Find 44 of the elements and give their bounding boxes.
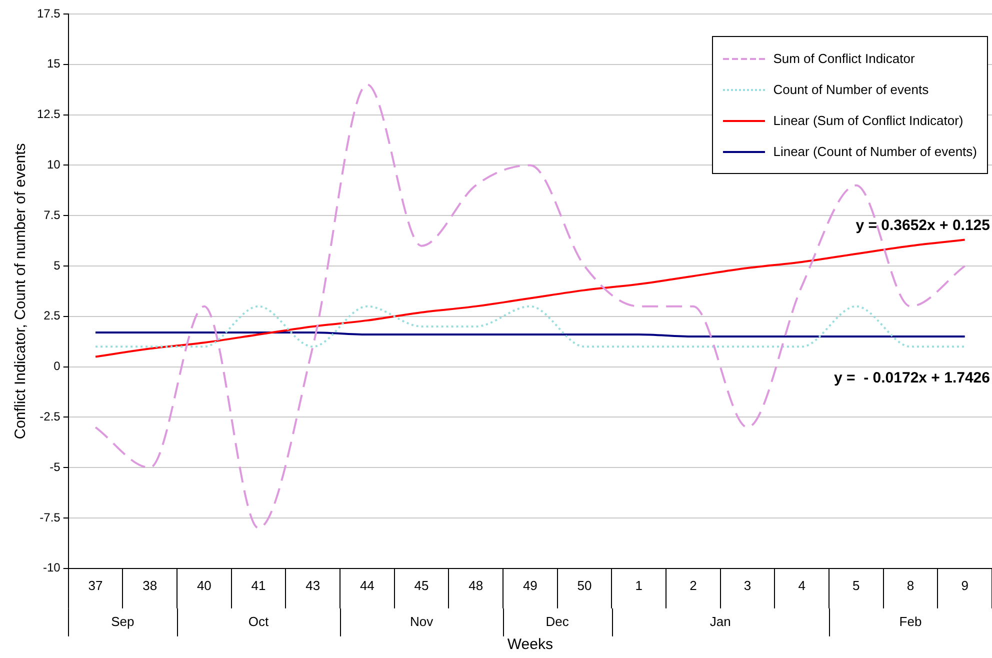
x-tick-label: 37 — [88, 578, 103, 593]
y-tick-label: -10 — [43, 560, 61, 575]
y-tick-label: 12.5 — [36, 107, 61, 122]
line-series — [94, 238, 966, 358]
x-tick-label: 38 — [142, 578, 158, 593]
x-tick-label: 44 — [360, 578, 374, 593]
y-tick-label: -2.5 — [40, 410, 61, 424]
x-tick-label: 9 — [961, 578, 968, 593]
y-tick-label: 7.5 — [44, 208, 61, 222]
text: Feb — [899, 614, 922, 629]
x-tick-label: 41 — [251, 578, 266, 593]
text: Nov — [410, 614, 434, 629]
text: Sep — [111, 614, 134, 629]
x-tick-label: 48 — [468, 578, 484, 593]
x-tick-label: 50 — [577, 578, 592, 593]
x-tick-label: 5 — [852, 578, 860, 593]
annotation: y = 0.3652x + 0.125 — [856, 216, 990, 234]
x-tick-label: 40 — [196, 578, 212, 593]
x-tick-label: 49 — [522, 578, 538, 593]
y-tick-label: 17.5 — [36, 6, 61, 20]
y-axis-title: Conflict Indicator, Count of number of events — [12, 143, 30, 440]
y-tick-label: 15 — [46, 56, 61, 71]
x-tick-label: 3 — [744, 578, 752, 593]
y-tick-label: 10 — [46, 158, 61, 172]
x-tick-label: 43 — [306, 578, 320, 593]
y-tick-label: -5 — [50, 460, 61, 474]
annotation: y = - 0.0172x + 1.7426 — [834, 370, 990, 387]
x-tick-label: 45 — [414, 578, 429, 593]
legend-label: Linear (Count of Number of events) — [773, 144, 977, 159]
y-tick-label: 2.5 — [44, 308, 61, 323]
legend-label: Linear (Sum of Conflict Indicator) — [773, 113, 964, 128]
x-tick-label: 2 — [690, 578, 697, 593]
x-axis-title: Weeks — [507, 636, 553, 654]
legend-label: Count of Number of events — [773, 82, 929, 97]
x-tick-label: 4 — [798, 578, 806, 593]
x-tick-label: 8 — [906, 578, 914, 593]
text: Dec — [546, 614, 570, 629]
y-tick-label: -7.5 — [40, 510, 61, 524]
legend-label: Sum of Conflict Indicator — [773, 51, 915, 66]
y-tick-label: 5 — [54, 258, 61, 272]
text: Oct — [248, 614, 270, 629]
x-tick-label: 1 — [635, 578, 642, 593]
text: Jan — [710, 614, 731, 629]
y-tick-label: 0 — [54, 359, 61, 374]
